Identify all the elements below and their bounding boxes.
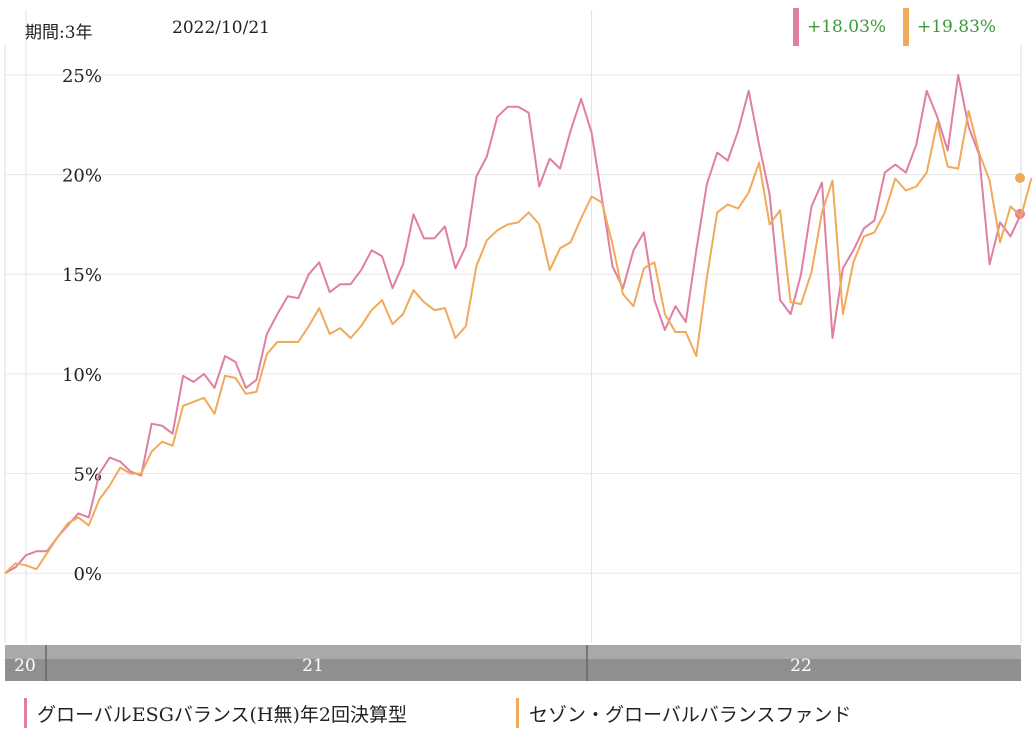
return-swatch-1	[793, 8, 799, 46]
grid-lines	[4, 10, 1022, 643]
x-tick-label: 20	[14, 656, 36, 676]
legend-item-2: セゾン・グローバルバランスファンド	[516, 698, 851, 728]
x-axis-band: 20 21 22	[5, 645, 1021, 681]
series-line-1	[4, 73, 1022, 575]
legend-label-1: グローバルESGバランス(H無)年2回決算型	[37, 703, 407, 726]
legend-swatch-1	[24, 698, 27, 728]
y-tick-label: 10%	[62, 365, 102, 386]
y-tick-label: 15%	[62, 265, 102, 286]
return-value-2: +19.83%	[917, 17, 997, 37]
y-tick-label: 0%	[73, 564, 102, 585]
legend-item-1: グローバルESGバランス(H無)年2回決算型	[24, 698, 407, 728]
period-label: 期間:3年	[25, 23, 93, 43]
legend-label-2: セゾン・グローバルバランスファンド	[529, 703, 852, 726]
x-tick-label: 21	[302, 656, 324, 676]
return-swatch-2	[903, 8, 909, 46]
y-tick-label: 25%	[62, 66, 102, 87]
return-value-1: +18.03%	[807, 17, 887, 37]
x-band-highlight	[5, 645, 1021, 659]
x-tick-label: 22	[790, 656, 812, 676]
date-label: 2022/10/21	[172, 18, 270, 38]
series-lines	[4, 73, 1033, 575]
return-badge-2: +19.83%	[903, 8, 996, 46]
y-tick-label: 5%	[73, 465, 102, 486]
series-line-2	[4, 109, 1033, 574]
y-tick-label: 20%	[62, 166, 102, 187]
y-axis-ticks: 25% 20% 15% 10% 5% 0%	[62, 66, 102, 585]
series-end-marker-2	[1015, 172, 1025, 183]
return-badge-1: +18.03%	[793, 8, 886, 46]
performance-chart: 25% 20% 15% 10% 5% 0% 20 21 22	[4, 10, 1033, 681]
legend-swatch-2	[516, 698, 519, 728]
